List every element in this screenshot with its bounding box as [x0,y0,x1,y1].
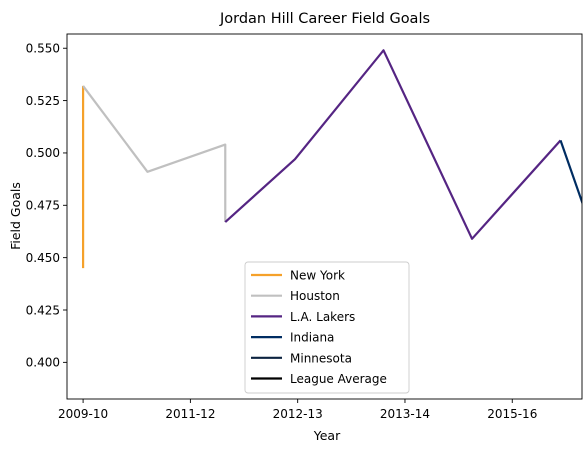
legend-label-2: L.A. Lakers [290,310,355,324]
y-axis-label: Field Goals [8,182,23,250]
x-tick-label-3: 2013-14 [380,407,430,421]
y-tick-label-5: 0.525 [26,94,60,108]
series-layer [81,49,582,269]
legend-label-4: Minnesota [290,351,352,365]
x-axis: 2009-10 2011-12 2012-13 2013-14 2015-16 [58,399,537,421]
x-tick-label-2: 2012-13 [273,407,323,421]
legend-label-0: New York [290,269,345,283]
y-tick-label-6: 0.550 [26,42,60,56]
y-tick-label-2: 0.450 [26,251,60,265]
legend-label-3: Indiana [290,331,334,345]
y-tick-label-1: 0.425 [26,303,60,317]
y-tick-label-0: 0.400 [26,356,60,370]
x-tick-label-4: 2015-16 [487,407,537,421]
series-line-1 [82,85,227,223]
chart-title: Jordan Hill Career Field Goals [219,11,430,27]
y-tick-label-3: 0.475 [26,199,60,213]
legend-label-1: Houston [290,289,340,303]
x-axis-label: Year [313,428,341,443]
y-tick-label-4: 0.500 [26,146,60,160]
x-tick-label-0: 2009-10 [58,407,108,421]
series-line-2 [224,49,562,240]
series-line-3 [559,140,582,206]
legend-box [244,261,410,394]
legend: New York Houston L.A. Lakers Indiana Minneso… [244,261,410,394]
x-tick-label-1: 2011-12 [165,407,215,421]
legend-label-5: League Average [290,372,387,386]
plot-frame [66,33,583,400]
y-axis: 0.400 0.425 0.450 0.475 0.500 0.525 0.550 [26,42,67,370]
